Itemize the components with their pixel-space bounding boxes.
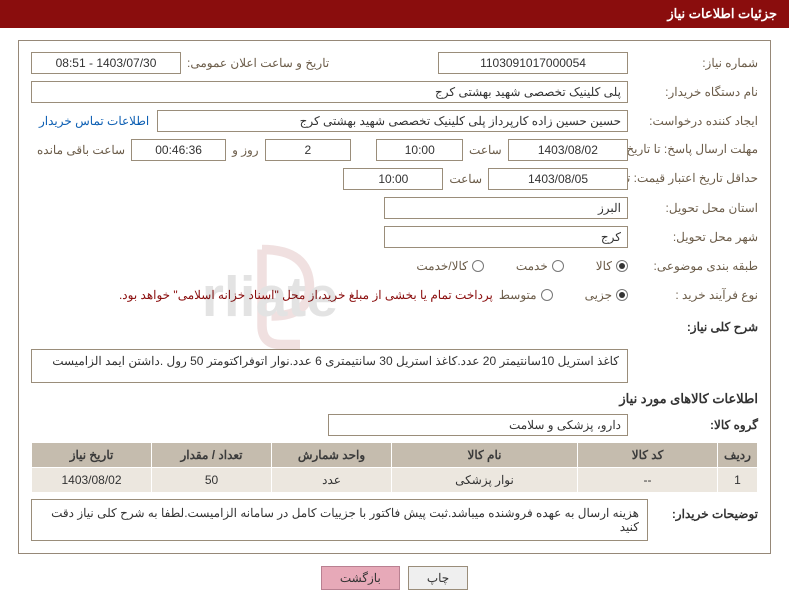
field-buyer-notes: هزینه ارسال به عهده فروشنده میباشد.ثبت پ…: [31, 499, 648, 541]
field-deadline-time: 10:00: [376, 139, 463, 161]
table-header: ردیف: [718, 443, 758, 468]
field-validity-time: 10:00: [343, 168, 443, 190]
label-announce: تاریخ و ساعت اعلان عمومی:: [181, 56, 335, 70]
radio-option[interactable]: جزیی: [585, 288, 628, 302]
label-buyer-org: نام دستگاه خریدار:: [628, 85, 758, 99]
radio-label: کالا: [596, 259, 612, 273]
field-deadline-remain: 00:46:36: [131, 139, 226, 161]
back-button[interactable]: بازگشت: [321, 566, 400, 590]
field-buyer-org: پلی کلینیک تخصصی شهید بهشتی کرج: [31, 81, 628, 103]
label-buyer-notes: توضیحات خریدار:: [648, 499, 758, 541]
table-cell: نوار پزشکی: [392, 468, 578, 493]
label-requester: ایجاد کننده درخواست:: [628, 114, 758, 128]
buyer-contact-link[interactable]: اطلاعات تماس خریدار: [31, 114, 157, 128]
form-panel: rliate شماره نیاز: 1103091017000054 تاری…: [18, 40, 771, 554]
field-deadline-date: 1403/08/02: [508, 139, 628, 161]
page-title: جزئیات اطلاعات نیاز: [0, 0, 789, 28]
table-header: واحد شمارش: [272, 443, 392, 468]
field-announce: 1403/07/30 - 08:51: [31, 52, 181, 74]
field-validity-date: 1403/08/05: [488, 168, 628, 190]
radio-label: جزیی: [585, 288, 612, 302]
label-province: استان محل تحویل:: [628, 201, 758, 215]
radio-option[interactable]: کالا/خدمت: [416, 259, 483, 273]
label-need-desc: شرح کلی نیاز:: [628, 320, 758, 334]
radio-label: متوسط: [499, 288, 537, 302]
button-bar: چاپ بازگشت: [0, 566, 789, 590]
label-goods-group: گروه کالا:: [628, 418, 758, 432]
label-deadline: مهلت ارسال پاسخ: تا تاریخ:: [628, 143, 758, 156]
field-requester: حسین حسین زاده کارپرداز پلی کلینیک تخصصی…: [157, 110, 628, 132]
category-radios: کالا خدمت کالا/خدمت: [416, 259, 628, 273]
table-cell: 50: [152, 468, 272, 493]
radio-dot-icon: [472, 260, 484, 272]
radio-dot-icon: [616, 289, 628, 301]
field-province: البرز: [384, 197, 628, 219]
print-button[interactable]: چاپ: [408, 566, 468, 590]
label-process: نوع فرآیند خرید :: [628, 288, 758, 302]
section-goods-info: اطلاعات کالاهای مورد نیاز: [31, 391, 758, 407]
table-header: کد کالا: [578, 443, 718, 468]
table-cell: عدد: [272, 468, 392, 493]
table-row: 1--نوار پزشکیعدد501403/08/02: [32, 468, 758, 493]
table-cell: 1403/08/02: [32, 468, 152, 493]
label-time-1: ساعت: [463, 143, 508, 157]
field-need-desc: کاغذ استریل 10سانتیمتر 20 عدد.کاغذ استری…: [31, 349, 628, 383]
label-category: طبقه بندی موضوعی:: [628, 259, 758, 273]
label-validity: حداقل تاریخ اعتبار قیمت: تا تاریخ:: [628, 172, 758, 185]
table-header: نام کالا: [392, 443, 578, 468]
radio-option[interactable]: کالا: [596, 259, 628, 273]
radio-option[interactable]: خدمت: [516, 259, 564, 273]
radio-dot-icon: [616, 260, 628, 272]
label-days: روز و: [226, 143, 265, 157]
table-header: تعداد / مقدار: [152, 443, 272, 468]
table-cell: --: [578, 468, 718, 493]
field-city: کرج: [384, 226, 628, 248]
label-remain: ساعت باقی مانده: [31, 143, 131, 157]
process-note: پرداخت تمام یا بخشی از مبلغ خرید،از محل …: [119, 288, 499, 302]
radio-dot-icon: [552, 260, 564, 272]
label-need-no: شماره نیاز:: [628, 56, 758, 70]
radio-label: کالا/خدمت: [416, 259, 467, 273]
field-deadline-days: 2: [265, 139, 352, 161]
label-city: شهر محل تحویل:: [628, 230, 758, 244]
field-need-no: 1103091017000054: [438, 52, 628, 74]
field-goods-group: دارو، پزشکی و سلامت: [328, 414, 628, 436]
label-time-2: ساعت: [443, 172, 488, 186]
goods-table: ردیفکد کالانام کالاواحد شمارشتعداد / مقد…: [31, 442, 758, 493]
radio-label: خدمت: [516, 259, 548, 273]
radio-dot-icon: [541, 289, 553, 301]
table-cell: 1: [718, 468, 758, 493]
process-radios: جزیی متوسط: [499, 288, 628, 302]
table-header: تاریخ نیاز: [32, 443, 152, 468]
radio-option[interactable]: متوسط: [499, 288, 553, 302]
